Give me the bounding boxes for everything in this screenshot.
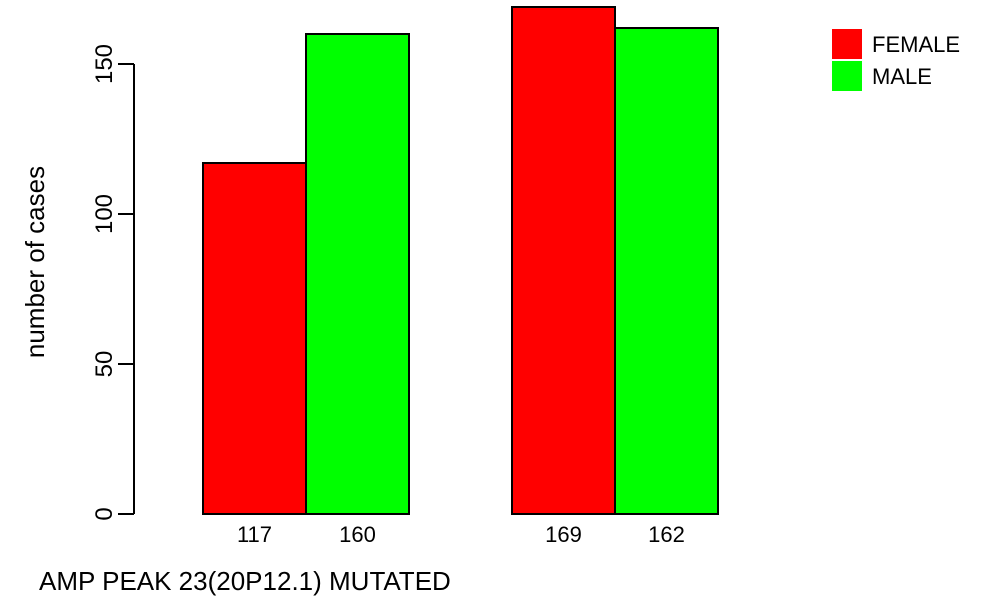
bar-value-label: 160: [339, 522, 376, 547]
legend-swatch-female: [832, 29, 862, 59]
bars-layer: [202, 6, 719, 515]
bar-value-label: 162: [648, 522, 685, 547]
x-axis-label: AMP PEAK 23(20P12.1) MUTATED: [39, 566, 451, 596]
bar-female-1: [202, 162, 307, 515]
bar-value-label: 169: [545, 522, 582, 547]
y-axis-label: number of cases: [20, 166, 50, 358]
bar-female-2: [511, 6, 616, 515]
bar-value-label: 117: [237, 522, 272, 547]
y-tick-label: 0: [91, 507, 118, 520]
y-tick-label: 150: [91, 44, 118, 84]
bar-male-2: [614, 27, 719, 515]
bar-labels: 117 160 169 162: [237, 522, 685, 547]
legend-swatch-male: [832, 61, 862, 91]
y-axis: 0 50 100 150: [91, 44, 135, 521]
legend: FEMALE MALE: [832, 29, 960, 91]
y-tick-label: 50: [91, 351, 118, 378]
bar-male-1: [305, 33, 410, 515]
y-tick-label: 100: [91, 194, 118, 234]
legend-label-female: FEMALE: [872, 32, 960, 57]
legend-label-male: MALE: [872, 64, 932, 89]
